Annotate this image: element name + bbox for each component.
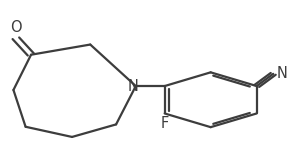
Text: F: F	[160, 116, 169, 131]
Text: N: N	[276, 66, 287, 81]
Text: N: N	[127, 79, 138, 94]
Text: O: O	[10, 20, 22, 35]
